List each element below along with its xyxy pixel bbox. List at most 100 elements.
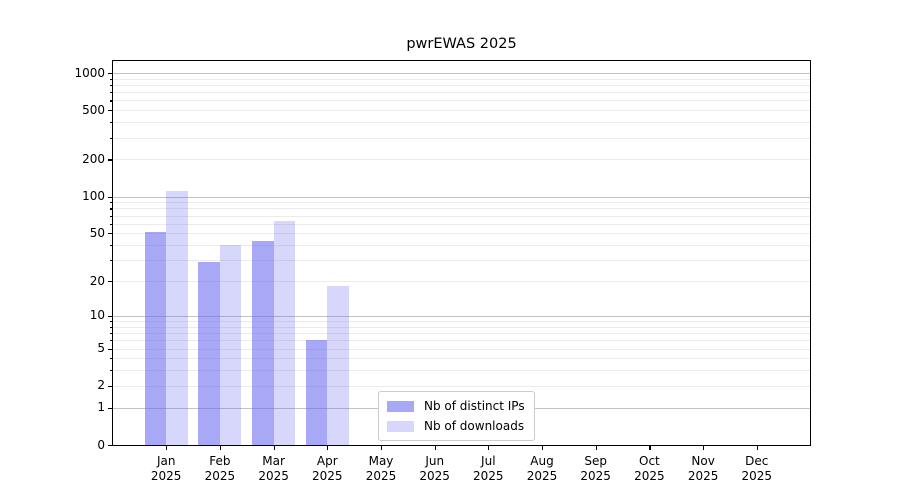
legend: Nb of distinct IPs Nb of downloads xyxy=(378,391,535,441)
gridline-major xyxy=(113,315,810,317)
y-minor-tick xyxy=(109,137,112,139)
y-tick xyxy=(108,315,112,318)
y-tick-label: 5 xyxy=(97,341,105,355)
gridline-minor xyxy=(113,202,810,204)
legend-item-distinct-ips: Nb of distinct IPs xyxy=(387,399,525,413)
gridline-minor xyxy=(113,245,810,246)
x-tick xyxy=(273,446,275,450)
gridline-major xyxy=(113,196,810,198)
gridline-minor xyxy=(113,215,810,217)
gridline-minor xyxy=(113,385,810,387)
y-minor-tick xyxy=(109,333,112,335)
y-minor-tick xyxy=(109,215,112,217)
x-tick xyxy=(166,446,168,450)
legend-swatch-downloads-icon xyxy=(387,420,414,432)
y-tick xyxy=(108,159,112,161)
x-tick-label: May 2025 xyxy=(365,454,397,483)
chart-title: pwrEWAS 2025 xyxy=(406,36,517,52)
legend-label-distinct-ips: Nb of distinct IPs xyxy=(424,399,525,413)
gridline-minor xyxy=(113,208,810,210)
gridline-minor xyxy=(113,92,810,94)
y-tick-label: 1 xyxy=(97,400,105,415)
x-tick-label: Apr 2025 xyxy=(312,454,343,483)
gridline-minor xyxy=(113,233,810,235)
gridline-minor xyxy=(113,333,810,334)
gridline-minor xyxy=(113,122,810,124)
plot-area: Nb of distinct IPs Nb of downloads 0 1 2 5 1… xyxy=(74,60,811,483)
x-tick xyxy=(381,446,383,450)
y-minor-tick xyxy=(109,223,112,225)
y-minor-tick xyxy=(109,92,112,94)
y-tick xyxy=(108,385,112,387)
legend-item-downloads: Nb of downloads xyxy=(387,419,525,433)
gridline-minor xyxy=(113,348,810,350)
gridline-minor xyxy=(113,223,810,225)
x-tick-label: Jan 2025 xyxy=(150,454,182,483)
y-tick xyxy=(108,233,112,235)
y-minor-tick xyxy=(109,321,112,323)
bar xyxy=(273,221,296,445)
gridline-minor xyxy=(113,281,810,283)
gridline-minor xyxy=(113,137,810,139)
y-minor-tick xyxy=(109,202,112,204)
x-tick xyxy=(649,446,651,450)
gridline-minor xyxy=(113,326,810,328)
x-tick xyxy=(434,446,436,450)
x-tick-label: Aug 2025 xyxy=(526,454,558,483)
y-minor-tick xyxy=(109,326,112,328)
y-minor-tick xyxy=(109,358,112,360)
x-tick-label: Mar 2025 xyxy=(258,454,289,483)
x-tick xyxy=(327,446,329,450)
gridline-minor xyxy=(113,85,810,86)
y-tick-label: 10 xyxy=(89,308,105,323)
y-tick xyxy=(108,445,112,447)
x-tick xyxy=(219,446,222,450)
y-minor-tick xyxy=(109,100,112,102)
y-tick xyxy=(108,348,112,350)
bar xyxy=(219,245,242,445)
legend-label-downloads: Nb of downloads xyxy=(424,419,525,433)
y-tick-label: 50 xyxy=(89,225,105,240)
y-minor-tick xyxy=(109,370,112,372)
bar xyxy=(327,286,349,445)
gridline-minor xyxy=(113,159,810,161)
y-minor-tick xyxy=(109,245,112,247)
y-tick xyxy=(108,407,112,409)
legend-swatch-distinct-ips-icon xyxy=(387,400,414,412)
y-tick xyxy=(108,196,112,198)
bar xyxy=(252,241,274,445)
y-minor-tick xyxy=(109,78,112,80)
bar xyxy=(305,340,328,445)
x-tick xyxy=(542,446,544,450)
x-tick-label: Dec 2025 xyxy=(741,454,773,483)
bar xyxy=(198,261,220,445)
x-tick xyxy=(595,446,597,450)
bar xyxy=(166,191,188,445)
y-minor-tick xyxy=(109,85,112,87)
gridline-minor xyxy=(113,78,810,80)
x-tick-label: Feb 2025 xyxy=(204,454,236,483)
y-minor-tick xyxy=(109,340,112,342)
x-tick xyxy=(703,446,705,450)
gridline-minor xyxy=(113,100,810,102)
y-tick-label: 2 xyxy=(97,378,105,393)
y-tick-label: 20 xyxy=(89,273,105,288)
y-tick-label: 100 xyxy=(82,189,105,203)
y-tick xyxy=(108,110,112,112)
y-tick-label: 200 xyxy=(82,151,105,166)
x-tick-label: Nov 2025 xyxy=(687,454,719,483)
bar xyxy=(144,232,167,445)
y-tick-label: 0 xyxy=(97,437,105,452)
y-minor-tick xyxy=(109,260,112,262)
x-tick-label: Oct 2025 xyxy=(634,454,665,483)
y-tick xyxy=(108,281,112,283)
gridline-minor xyxy=(113,370,810,372)
y-minor-tick xyxy=(109,208,112,210)
gridline-minor xyxy=(113,358,810,360)
x-tick xyxy=(756,446,758,450)
y-minor-tick xyxy=(109,122,112,124)
y-tick-label: 500 xyxy=(82,102,105,117)
x-tick-label: Jul 2025 xyxy=(473,454,504,483)
gridline-minor xyxy=(113,321,810,322)
